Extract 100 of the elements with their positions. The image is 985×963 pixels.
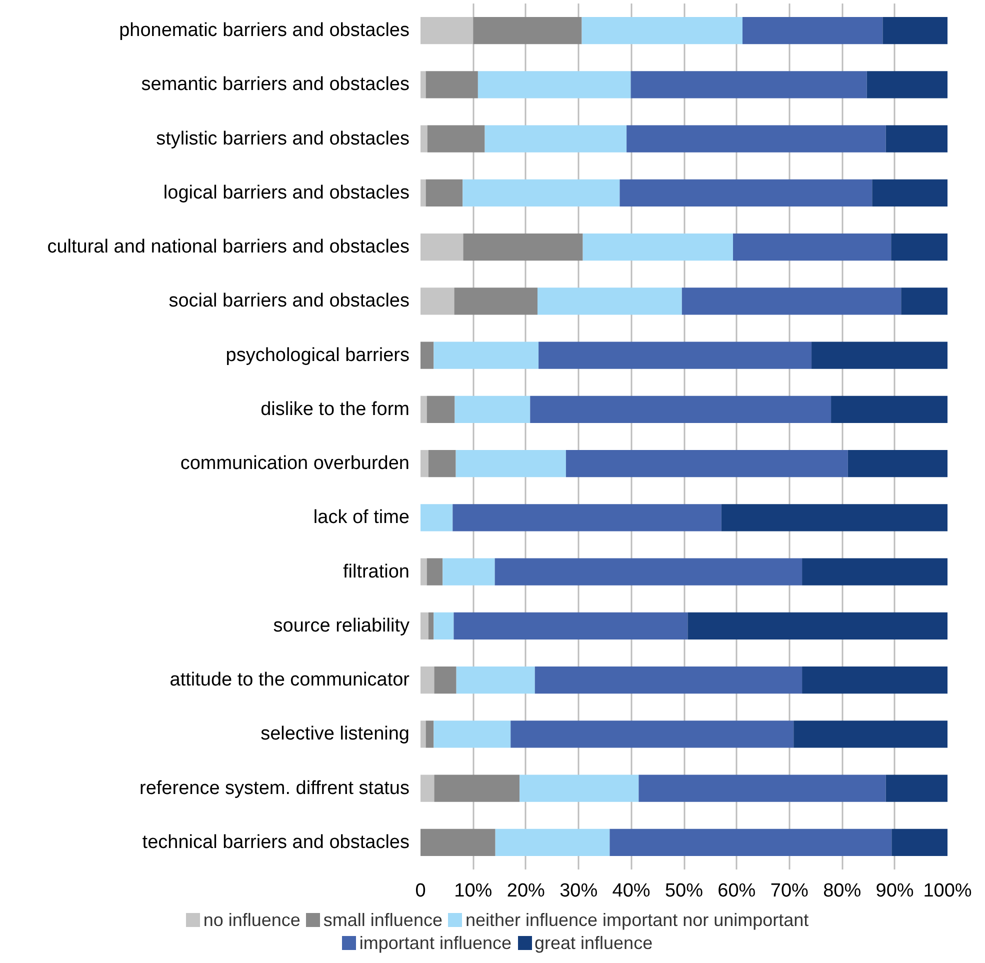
bar <box>802 666 948 694</box>
y-tick-label: cultural and national barriers and obstacles <box>47 236 410 258</box>
bar <box>452 504 722 532</box>
y-tick-label: social barriers and obstacles <box>168 290 410 312</box>
bar <box>494 558 802 586</box>
bar <box>428 450 456 478</box>
bar <box>566 450 848 478</box>
bar <box>427 125 485 152</box>
bar <box>582 17 742 44</box>
bar <box>463 234 583 261</box>
bar <box>434 612 454 640</box>
bar <box>420 720 426 748</box>
y-tick-label: lack of time <box>313 507 410 528</box>
y-tick-label: selective listening <box>260 724 410 745</box>
y-tick-label: reference system. diffrent status <box>140 778 410 799</box>
bar <box>742 17 883 44</box>
bar <box>582 234 734 261</box>
bar <box>638 774 886 802</box>
bar <box>442 558 495 586</box>
bar <box>688 612 948 640</box>
bar <box>872 179 948 206</box>
bar <box>721 504 948 532</box>
bar <box>620 179 872 206</box>
x-tick-label: 60% <box>718 880 756 902</box>
bar <box>478 71 631 98</box>
x-tick-label: 0 <box>415 880 426 902</box>
x-tick-label: 50% <box>664 880 704 902</box>
bar <box>420 558 427 586</box>
bar <box>473 17 582 44</box>
bar <box>426 558 443 586</box>
legend-label: important influence <box>358 933 512 953</box>
bar <box>420 288 454 315</box>
bar <box>495 828 610 856</box>
y-tick-label: filtration <box>342 561 410 582</box>
bar <box>420 666 434 694</box>
bar <box>420 504 453 532</box>
legend-label: small influence <box>322 910 442 930</box>
legend-label: great influence <box>534 933 653 953</box>
x-tick-label: 100% <box>923 880 972 902</box>
bar <box>848 450 948 478</box>
bar <box>420 450 428 478</box>
y-tick-label: logical barriers and obstacles <box>163 182 410 204</box>
bar <box>420 17 474 44</box>
bar <box>534 666 802 694</box>
x-tick-label: 70% <box>770 880 809 902</box>
bar <box>866 71 948 98</box>
bar <box>434 342 539 369</box>
bar <box>733 234 892 261</box>
bar <box>420 774 434 802</box>
bar <box>886 125 948 152</box>
bar <box>426 179 463 206</box>
bar <box>420 234 464 261</box>
y-tick-label: attitude to the communicator <box>170 670 410 691</box>
bar <box>682 288 902 315</box>
y-tick-label: technical barriers and obstacles <box>142 832 410 853</box>
bar <box>426 71 478 98</box>
bar <box>420 828 496 856</box>
y-tick-label: source reliability <box>273 615 410 636</box>
bar <box>434 774 520 802</box>
bar <box>454 396 530 423</box>
x-tick-label: 10% <box>454 880 492 902</box>
bar <box>892 828 948 856</box>
bar <box>454 288 538 315</box>
bar <box>420 125 428 152</box>
y-tick-label: semantic barriers and obstacles <box>141 74 410 96</box>
bar <box>462 179 620 206</box>
bar <box>420 612 428 640</box>
y-tick-label: phonematic barriers and obstacles <box>119 20 410 42</box>
bar <box>510 720 794 748</box>
bar <box>426 720 434 748</box>
bar <box>537 288 682 315</box>
bar <box>434 666 456 694</box>
bar <box>882 17 948 44</box>
bar <box>456 666 535 694</box>
bar <box>420 342 434 369</box>
bar <box>428 612 434 640</box>
bar <box>434 720 511 748</box>
bar <box>610 828 892 856</box>
bar <box>484 125 627 152</box>
bar <box>456 450 566 478</box>
bar <box>831 396 948 423</box>
y-tick-label: communication overburden <box>180 453 410 474</box>
y-tick-label: dislike to the form <box>260 398 410 420</box>
y-tick-label: stylistic barriers and obstacles <box>156 128 410 150</box>
bar <box>630 71 867 98</box>
y-tick-label: psychological barriers <box>226 344 410 366</box>
bar <box>520 774 639 802</box>
bar <box>901 288 948 315</box>
bar <box>891 234 948 261</box>
bar <box>454 612 688 640</box>
legend-label: neither influence important nor unimportant <box>464 910 809 930</box>
bar <box>886 774 948 802</box>
bar <box>538 342 812 369</box>
x-tick-label: 20% <box>506 880 546 902</box>
bar <box>420 71 426 98</box>
bar <box>626 125 886 152</box>
bar <box>802 558 948 586</box>
bar <box>420 396 427 423</box>
bar <box>530 396 832 423</box>
x-tick-label: 80% <box>823 880 862 902</box>
